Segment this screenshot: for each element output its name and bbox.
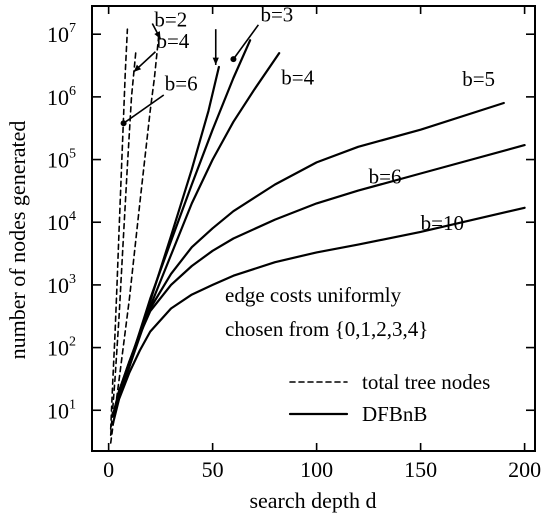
series-line-b6-total: [109, 28, 129, 430]
series-line-b4-total: [109, 52, 137, 436]
curve-label: b=6: [165, 72, 198, 96]
curve-label: b=4: [281, 65, 314, 89]
y-tick-label: 104: [47, 209, 76, 235]
y-tick-label: 107: [47, 21, 76, 47]
y-axis-title: number of nodes generated: [5, 121, 30, 360]
legend: total tree nodes DFBnB: [288, 370, 490, 426]
curve-label: b=4: [156, 29, 189, 53]
series-lines: [109, 28, 526, 444]
curve-label: b=6: [369, 164, 402, 188]
x-tick-label: 50: [202, 457, 224, 482]
y-tick-label: 103: [47, 272, 76, 298]
curve-labels: b=2 b=3 b=4 b=5 b=6 b=10 b=4 b=6: [120, 3, 495, 235]
curve-label: b=5: [462, 67, 495, 91]
x-tick-label: 200: [508, 457, 541, 482]
curve-label: b=10: [421, 211, 464, 235]
y-axis: 101 102 103 104 105 106 107: [47, 21, 535, 423]
series-line-b10-dfbnb: [111, 206, 526, 426]
leader-b2-dfbnb-head: [212, 57, 219, 65]
leader-b3-dot: [230, 56, 237, 63]
series-line-b2-total: [109, 36, 160, 444]
x-axis: 0 50 100 150 200: [103, 6, 541, 482]
y-tick-label: 105: [47, 147, 76, 173]
x-tick-label: 0: [103, 457, 114, 482]
curve-label: b=3: [260, 3, 293, 27]
leader-b4-total-head: [133, 64, 142, 72]
legend-entry-dfbnb: DFBnB: [362, 402, 427, 426]
legend-entry-total-tree-nodes: total tree nodes: [362, 370, 490, 394]
x-tick-label: 150: [404, 457, 437, 482]
annotation-line-2: chosen from {0,1,2,3,4}: [225, 317, 428, 341]
curve-label: b=2: [154, 8, 187, 32]
leader-b2-total-head: [154, 31, 161, 40]
x-tick-label: 100: [300, 457, 333, 482]
y-tick-label: 101: [47, 397, 76, 423]
annotation-line-1: edge costs uniformly: [225, 283, 402, 307]
y-tick-label: 102: [47, 335, 76, 361]
series-line-b6-dfbnb: [111, 144, 526, 418]
series-line-b4-dfbnb: [111, 52, 281, 418]
y-tick-label: 106: [47, 84, 76, 110]
leader-b6-dot: [120, 120, 127, 127]
leader-b3: [232, 24, 260, 60]
plot-frame: [91, 5, 536, 452]
x-axis-title: search depth d: [249, 488, 376, 513]
leader-b6-total: [123, 94, 165, 124]
